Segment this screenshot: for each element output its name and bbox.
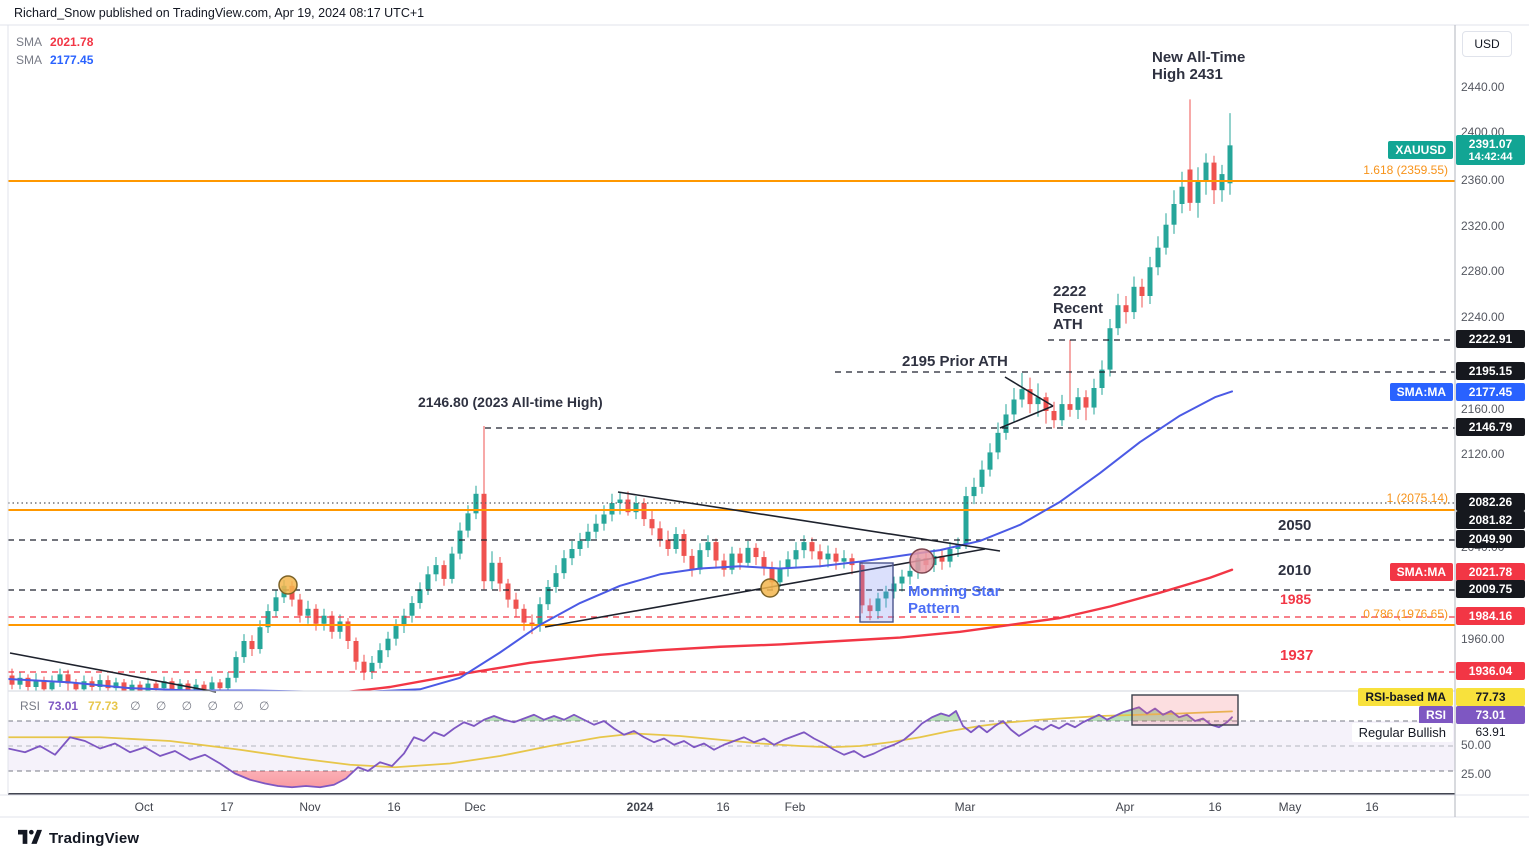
trendline-pennant-upper — [1004, 376, 1054, 407]
published-byline: Richard_Snow published on TradingView.co… — [14, 6, 425, 20]
tradingview-mark-icon — [18, 829, 42, 844]
rsi-pane — [8, 694, 1455, 789]
legend-sma-slow[interactable]: SMA 2177.45 — [16, 53, 93, 67]
morning-star-box — [859, 562, 894, 623]
trendline-pennant-lower — [999, 405, 1054, 429]
sma-slow-label: SMA — [16, 53, 43, 67]
rsi-line — [8, 706, 1233, 789]
sma-slow-value: 2177.45 — [50, 53, 94, 67]
sma-fast-value: 2021.78 — [50, 35, 94, 49]
candles-layer — [9, 99, 1233, 691]
rsi-value: 73.01 — [48, 699, 79, 713]
rsi-ma-value: 77.73 — [88, 699, 119, 713]
rsi-divergence-box — [1131, 694, 1239, 726]
breakout-circle — [909, 548, 935, 574]
rsi-legend[interactable]: RSI 73.01 77.73 ∅ ∅ ∅ ∅ ∅ ∅ — [20, 699, 275, 713]
currency-label: USD — [1474, 37, 1500, 51]
trendline-wedge-upper — [617, 491, 1001, 552]
sma-fast-line — [344, 568, 1234, 691]
levels-layer — [8, 180, 1455, 673]
rsi-label: RSI — [20, 699, 41, 713]
frame-lines — [0, 24, 1529, 818]
rsi-empty-params: ∅ ∅ ∅ ∅ ∅ ∅ — [130, 699, 276, 713]
legend-sma-fast[interactable]: SMA 2021.78 — [16, 35, 93, 49]
event-circle-oct — [278, 575, 298, 595]
rsi-ma-line — [8, 710, 1233, 769]
tradingview-logo[interactable]: TradingView — [18, 829, 139, 848]
drawings-layer[interactable] — [9, 376, 1054, 693]
trendline-early-downtrend — [9, 652, 217, 693]
sma-lines — [8, 390, 1234, 691]
currency-toggle-button[interactable]: USD — [1462, 31, 1512, 57]
event-circle-feb — [760, 578, 780, 598]
brand-wordmark: TradingView — [49, 830, 140, 847]
sma-slow-line — [8, 390, 1233, 691]
sma-fast-label: SMA — [16, 35, 43, 49]
